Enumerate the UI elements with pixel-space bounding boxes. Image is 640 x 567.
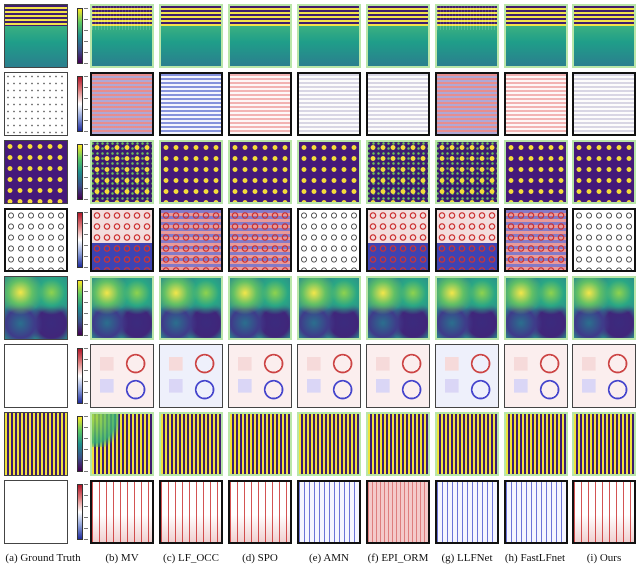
ours-disparity-stripes	[572, 4, 636, 68]
amn-error-cones	[297, 344, 361, 408]
mv-error-cones	[90, 344, 154, 408]
mv-error-bars	[90, 480, 154, 544]
caption-spo: (d) SPO	[242, 552, 278, 564]
error-colorbar	[77, 484, 83, 540]
fastlfnet-error-stripes	[504, 72, 568, 136]
caption-fastlfnet: (h) FastLFnet	[504, 552, 566, 564]
mv-disparity-stripes	[90, 4, 154, 68]
colorbar-ticks	[84, 76, 88, 132]
fastlfnet-disparity-dots	[504, 140, 568, 204]
disparity-colorbar	[77, 280, 83, 336]
error-colorbar	[77, 212, 83, 268]
spo-error-cones	[228, 344, 292, 408]
mv-error-dots	[90, 208, 154, 272]
epiorm-error-stripes	[366, 72, 430, 136]
lfocc-error-stripes	[159, 72, 223, 136]
epiorm-error-cones	[366, 344, 430, 408]
epiorm-error-bars	[366, 480, 430, 544]
caption-ground-truth: (a) Ground Truth	[5, 552, 81, 564]
amn-error-stripes	[297, 72, 361, 136]
epiorm-disparity-dots	[366, 140, 430, 204]
spo-error-bars	[228, 480, 292, 544]
llfnet-disparity-cones	[435, 276, 499, 340]
colorbar-ticks	[84, 280, 88, 336]
spo-disparity-stripes	[228, 4, 292, 68]
caption-llfnet: (g) LLFNet	[441, 552, 493, 564]
gt-error-dots	[4, 208, 68, 272]
ours-disparity-dots	[572, 140, 636, 204]
epiorm-disparity-bars	[366, 412, 430, 476]
ours-error-bars	[572, 480, 636, 544]
epiorm-disparity-stripes	[366, 4, 430, 68]
disparity-colorbar	[77, 8, 83, 64]
gt-disparity-bars	[4, 412, 68, 476]
llfnet-disparity-dots	[435, 140, 499, 204]
amn-disparity-dots	[297, 140, 361, 204]
llfnet-error-bars	[435, 480, 499, 544]
colorbar-ticks	[84, 144, 88, 200]
spo-disparity-cones	[228, 276, 292, 340]
colorbar-ticks	[84, 8, 88, 64]
lfocc-disparity-stripes	[159, 4, 223, 68]
mv-disparity-bars	[90, 412, 154, 476]
fastlfnet-error-cones	[504, 344, 568, 408]
caption-amn: (e) AMN	[308, 552, 350, 564]
ours-error-stripes	[572, 72, 636, 136]
caption-ours: (i) Ours	[586, 552, 622, 564]
epiorm-disparity-cones	[366, 276, 430, 340]
disparity-colorbar	[77, 416, 83, 472]
lfocc-disparity-bars	[159, 412, 223, 476]
caption-mv: (b) MV	[105, 552, 139, 564]
fastlfnet-disparity-stripes	[504, 4, 568, 68]
mv-disparity-cones	[90, 276, 154, 340]
spo-error-dots	[228, 208, 292, 272]
gt-error-stripes	[4, 72, 68, 136]
gt-disparity-stripes	[4, 4, 68, 68]
fastlfnet-error-bars	[504, 480, 568, 544]
llfnet-disparity-stripes	[435, 4, 499, 68]
ours-disparity-bars	[572, 412, 636, 476]
colorbar-ticks	[84, 212, 88, 268]
amn-disparity-bars	[297, 412, 361, 476]
ours-error-dots	[572, 208, 636, 272]
llfnet-error-dots	[435, 208, 499, 272]
amn-error-dots	[297, 208, 361, 272]
lfocc-disparity-dots	[159, 140, 223, 204]
colorbar-ticks	[84, 484, 88, 540]
amn-error-bars	[297, 480, 361, 544]
lfocc-error-dots	[159, 208, 223, 272]
lfocc-error-bars	[159, 480, 223, 544]
lfocc-disparity-cones	[159, 276, 223, 340]
colorbar-ticks	[84, 348, 88, 404]
mv-error-stripes	[90, 72, 154, 136]
llfnet-error-cones	[435, 344, 499, 408]
epiorm-error-dots	[366, 208, 430, 272]
amn-disparity-stripes	[297, 4, 361, 68]
disparity-colorbar	[77, 144, 83, 200]
ours-error-cones	[572, 344, 636, 408]
fastlfnet-disparity-bars	[504, 412, 568, 476]
caption-epi-orm: (f) EPI_ORM	[367, 552, 429, 564]
spo-disparity-dots	[228, 140, 292, 204]
gt-error-cones	[4, 344, 68, 408]
amn-disparity-cones	[297, 276, 361, 340]
mv-disparity-dots	[90, 140, 154, 204]
caption-lf-occ: (c) LF_OCC	[163, 552, 219, 564]
fastlfnet-error-dots	[504, 208, 568, 272]
ours-disparity-cones	[572, 276, 636, 340]
llfnet-error-stripes	[435, 72, 499, 136]
lfocc-error-cones	[159, 344, 223, 408]
error-colorbar	[77, 76, 83, 132]
gt-disparity-dots	[4, 140, 68, 204]
colorbar-ticks	[84, 416, 88, 472]
llfnet-disparity-bars	[435, 412, 499, 476]
spo-error-stripes	[228, 72, 292, 136]
spo-disparity-bars	[228, 412, 292, 476]
fastlfnet-disparity-cones	[504, 276, 568, 340]
gt-disparity-cones	[4, 276, 68, 340]
gt-error-bars	[4, 480, 68, 544]
error-colorbar	[77, 348, 83, 404]
